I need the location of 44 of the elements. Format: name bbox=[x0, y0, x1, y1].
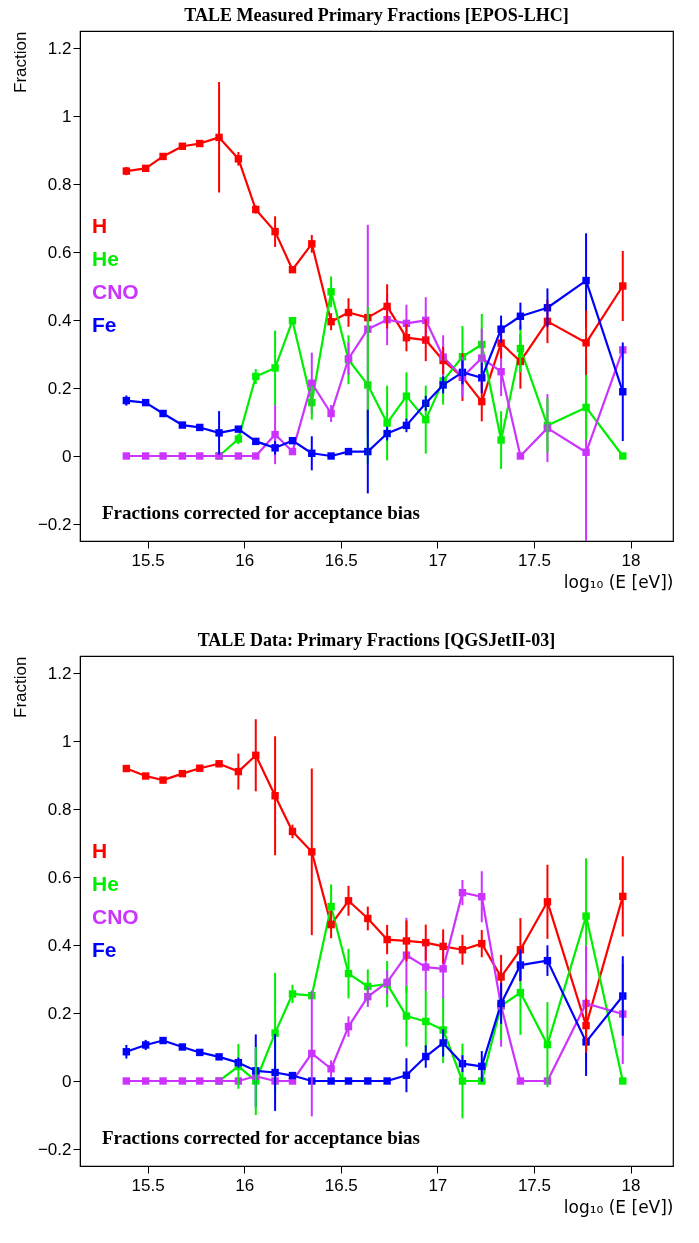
x-tick-label: 17.5 bbox=[517, 550, 551, 570]
text: CNO bbox=[92, 280, 139, 304]
x-tick-label: 16 bbox=[235, 550, 255, 570]
y-tick-label: 0.2 bbox=[47, 378, 72, 398]
text: CNO bbox=[92, 905, 139, 929]
y-tick-label: 0.4 bbox=[47, 310, 72, 330]
y-tick-label: 0.6 bbox=[47, 867, 72, 887]
text: H bbox=[92, 214, 108, 238]
y-tick-label: 1.2 bbox=[47, 38, 72, 58]
text: Fe bbox=[92, 938, 117, 962]
y-tick-label: 0 bbox=[62, 1071, 72, 1091]
y-tick-label: −0.2 bbox=[37, 514, 72, 534]
y-axis-title: Fraction bbox=[10, 31, 30, 93]
x-tick-label: 17 bbox=[428, 1175, 448, 1195]
annotation: Fractions corrected for acceptance bias bbox=[102, 1127, 420, 1148]
x-axis-title: log₁₀ (E [eV]) bbox=[563, 571, 674, 592]
y-tick-label: 0 bbox=[62, 446, 72, 466]
y-tick-label: 0.4 bbox=[47, 935, 72, 955]
x-tick-label: 18 bbox=[621, 550, 641, 570]
y-axis-title: Fraction bbox=[10, 656, 30, 718]
x-tick-label: 17 bbox=[428, 550, 448, 570]
text: H bbox=[92, 839, 108, 863]
y-tick-label: 0.6 bbox=[47, 242, 72, 262]
x-tick-label: 15.5 bbox=[131, 1175, 165, 1195]
chart-title: TALE Measured Primary Fractions [EPOS-LHC] bbox=[184, 5, 569, 25]
x-axis-title: log₁₀ (E [eV]) bbox=[563, 1196, 674, 1217]
text: He bbox=[92, 247, 119, 271]
text: Fe bbox=[92, 313, 117, 337]
y-tick-label: 1 bbox=[62, 106, 72, 126]
y-tick-label: 1 bbox=[62, 731, 72, 751]
chart-title: TALE Data: Primary Fractions [QGSJetII-03] bbox=[197, 630, 556, 650]
x-tick-label: 16.5 bbox=[324, 550, 358, 570]
annotation: Fractions corrected for acceptance bias bbox=[102, 502, 420, 523]
y-tick-label: 1.2 bbox=[47, 663, 72, 683]
x-tick-label: 17.5 bbox=[517, 1175, 551, 1195]
x-tick-label: 16 bbox=[235, 1175, 255, 1195]
y-tick-label: 0.8 bbox=[47, 799, 72, 819]
y-tick-label: 0.8 bbox=[47, 174, 72, 194]
x-tick-label: 18 bbox=[621, 1175, 641, 1195]
y-tick-label: −0.2 bbox=[37, 1139, 72, 1159]
y-tick-label: 0.2 bbox=[47, 1003, 72, 1023]
x-tick-label: 15.5 bbox=[131, 550, 165, 570]
text: He bbox=[92, 872, 119, 896]
x-tick-label: 16.5 bbox=[324, 1175, 358, 1195]
